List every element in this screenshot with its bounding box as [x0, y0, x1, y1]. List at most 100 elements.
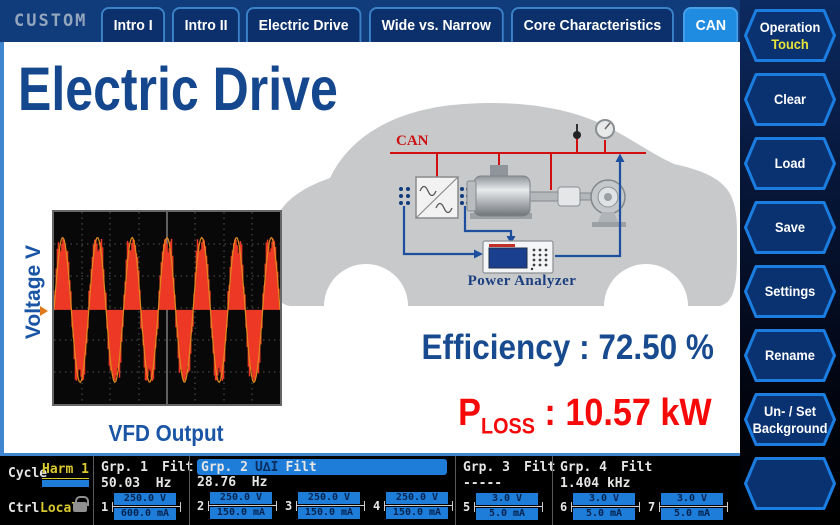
channel-7[interactable]: 7 3.0 V 5.0 mA — [648, 493, 736, 521]
scope-caption: VFD Output — [108, 420, 224, 446]
hexagon-shape — [744, 265, 836, 318]
channel-voltage-range: 250.0 V — [114, 493, 176, 505]
group-3-section: Grp. 3 Filt ----- 5 3.0 V 5.0 mA — [455, 456, 556, 525]
tab-wide-vs-narrow[interactable]: Wide vs. Narrow — [368, 7, 504, 42]
slide-content-panel: Electric Drive — [0, 42, 740, 456]
tab-intro-1[interactable]: Intro I — [101, 7, 166, 42]
hexagon-shape — [744, 393, 836, 446]
scope-y-axis-label: Voltage V — [22, 244, 45, 340]
group-2-section: Grp. 2 U∆I Filt 28.76 Hz 2 250.0 V 150.0 m… — [189, 456, 455, 525]
operation-mode-value: Touch — [771, 36, 809, 52]
custom-menu-label: CUSTOM — [14, 11, 88, 31]
group-4-section: Grp. 4 Filt 1.404 kHz 6 3.0 V 5.0 mA 7 3.… — [552, 456, 740, 525]
unset-background-button[interactable]: Un- / Set Background — [742, 391, 838, 448]
save-button[interactable]: Save — [742, 199, 838, 256]
ctrl-mode-value[interactable]: Local — [40, 501, 80, 516]
clear-label: Clear — [773, 92, 807, 107]
group-filter-tag: Filt — [523, 460, 556, 475]
power-analyzer-icon — [482, 240, 554, 274]
channel-number: 6 — [560, 500, 568, 514]
channel-current-range: 5.0 mA — [573, 508, 635, 520]
motor-icon — [466, 165, 595, 219]
load-machine-icon — [590, 179, 626, 227]
inverter-icon — [415, 176, 459, 219]
ploss-subscript: LOSS — [481, 413, 536, 439]
hexagon-shape — [744, 137, 836, 190]
tab-core-characteristics[interactable]: Core Characteristics — [511, 7, 675, 42]
group-filter-tag: Filt — [285, 459, 317, 475]
group-1-header[interactable]: Grp. 1 Filt — [101, 459, 193, 476]
channel-current-range: 5.0 mA — [476, 508, 538, 520]
channel-current-range: 600.0 mA — [114, 508, 176, 520]
group-name: Grp. 3 — [463, 460, 510, 475]
channel-current-range: 150.0 mA — [210, 507, 272, 519]
settings-button[interactable]: Settings — [742, 263, 838, 320]
channel-current-range: 150.0 mA — [386, 507, 448, 519]
cycle-mode-value[interactable]: Harm 1 — [42, 462, 89, 479]
channel-number: 2 — [197, 499, 205, 513]
rename-button[interactable]: Rename — [742, 327, 838, 384]
channel-voltage-range: 250.0 V — [298, 492, 360, 504]
ploss-separator: : — [535, 392, 566, 434]
channel-current-range: 150.0 mA — [298, 507, 360, 519]
clear-button[interactable]: Clear — [742, 71, 838, 128]
group-2-frequency: 28.76 Hz — [197, 475, 268, 490]
operation-label: Operation — [759, 19, 821, 35]
hexagon-shape — [744, 457, 836, 510]
save-label: Save — [775, 220, 805, 235]
tab-electric-drive[interactable]: Electric Drive — [246, 7, 362, 42]
hexagon-shape — [744, 201, 836, 254]
unset-background-label-line1: Un- / Set — [763, 403, 817, 419]
channel-1[interactable]: 1 250.0 V 600.0 mA — [101, 493, 189, 521]
channel-voltage-range: 3.0 V — [573, 493, 635, 505]
channel-number: 4 — [373, 499, 381, 513]
electric-drive-car-diagram — [270, 102, 737, 306]
operation-button[interactable]: Operation Touch — [742, 7, 838, 64]
group-3-header[interactable]: Grp. 3 Filt — [463, 459, 556, 476]
system-status-block: Cycle Harm 1 Ctrl Local — [0, 456, 93, 525]
group-2-header[interactable]: Grp. 2 U∆I Filt — [197, 459, 447, 475]
empty-softkey-button[interactable] — [742, 455, 838, 512]
channel-voltage-range: 250.0 V — [386, 492, 448, 504]
tab-strip: Intro I Intro II Electric Drive Wide vs.… — [101, 7, 840, 42]
efficiency-separator: : — [570, 328, 599, 367]
page-title: Electric Drive — [18, 55, 338, 123]
cycle-progress-bar — [42, 480, 89, 487]
vfd-scope-display — [52, 210, 282, 406]
group-1-frequency: 50.03 Hz — [101, 476, 172, 491]
ploss-symbol: P — [458, 392, 482, 434]
cycle-label: Cycle — [8, 466, 48, 481]
channel-5[interactable]: 5 3.0 V 5.0 mA — [463, 493, 551, 521]
tab-can[interactable]: CAN — [683, 7, 739, 42]
hexagon-shape — [744, 9, 836, 62]
channel-4[interactable]: 4 250.0 V 150.0 mA — [373, 492, 461, 520]
group-filter-tag: Filt — [620, 460, 653, 475]
temperature-sensor-icon — [573, 124, 581, 139]
tab-intro-2[interactable]: Intro II — [171, 7, 240, 42]
ploss-value: 10.57 kW — [565, 392, 712, 434]
efficiency-label: Efficiency — [421, 328, 571, 367]
channel-2[interactable]: 2 250.0 V 150.0 mA — [197, 492, 285, 520]
group-name: Grp. 1 — [101, 460, 148, 475]
sine-envelope — [54, 236, 280, 384]
scope-plot — [54, 212, 280, 404]
efficiency-readout: Efficiency : 72.50 % — [422, 328, 714, 368]
top-tab-bar: CUSTOM Intro I Intro II Electric Drive W… — [0, 0, 840, 42]
rename-label: Rename — [765, 348, 815, 363]
channel-voltage-range: 3.0 V — [476, 493, 538, 505]
group-sync: U∆I — [254, 459, 279, 475]
channel-status-bar: Cycle Harm 1 Ctrl Local Grp. 1 Filt 50.03… — [0, 456, 740, 525]
channel-number: 5 — [463, 500, 471, 514]
channel-3[interactable]: 3 250.0 V 150.0 mA — [285, 492, 373, 520]
channel-current-range: 5.0 mA — [661, 508, 723, 520]
group-4-header[interactable]: Grp. 4 Filt — [560, 459, 740, 476]
lock-icon[interactable] — [73, 496, 89, 512]
measurement-wires — [402, 160, 622, 258]
load-button[interactable]: Load — [742, 135, 838, 192]
group-3-frequency: ----- — [463, 476, 503, 491]
hexagon-shape — [744, 329, 836, 382]
group-1-section: Grp. 1 Filt 50.03 Hz 1 250.0 V 600.0 mA — [93, 456, 193, 525]
channel-6[interactable]: 6 3.0 V 5.0 mA — [560, 493, 648, 521]
softkey-sidebar: Operation Touch Clear Load Save Settings … — [740, 0, 840, 525]
